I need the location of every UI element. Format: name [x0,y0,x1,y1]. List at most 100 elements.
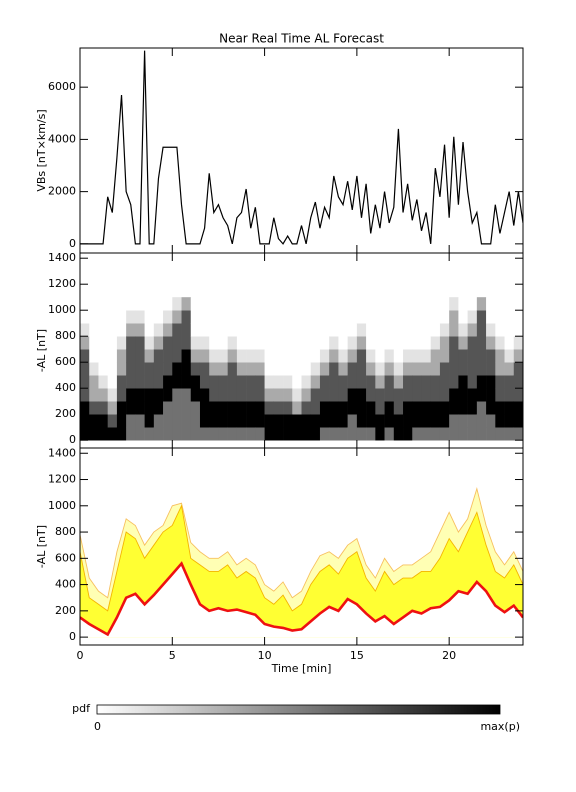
heat-cell [449,349,459,363]
heat-cell [412,336,422,350]
heat-cell [283,401,293,415]
heat-cell [329,414,339,428]
heat-cell [366,414,376,428]
heat-cell [126,375,136,389]
heat-cell [347,427,358,441]
heat-cell [273,336,284,350]
x-tick-label: 20 [442,649,456,662]
heat-cell [458,349,468,363]
heat-cell [458,310,468,324]
heat-cell [218,362,228,376]
heat-cell [458,401,468,415]
heat-cell [393,401,404,415]
heat-cell [209,336,219,350]
heat-cell [319,362,330,376]
heat-cell [430,336,441,350]
heat-cell [218,375,228,389]
heat-cell [403,349,413,363]
heat-cell [338,336,348,350]
heat-cell [163,414,173,428]
y-tick-label: 6000 [48,80,76,93]
heat-cell [135,388,145,402]
heat-cell [301,362,312,376]
heat-cell [449,427,459,441]
heat-cell [181,323,192,337]
heat-cell [329,297,339,311]
heat-cell [338,375,348,389]
heat-cell [319,401,330,415]
heat-cell [135,401,145,415]
heat-cell [181,375,192,389]
heat-cell [476,336,487,350]
heat-cell [439,297,450,311]
plot-area [80,50,523,245]
heat-cell [338,297,348,311]
heat-cell [153,375,164,389]
heat-cell [199,297,210,311]
heat-cell [98,388,108,402]
heat-cell [504,349,515,363]
heat-cell [513,349,523,363]
heat-cell [190,401,201,415]
heat-cell [347,297,358,311]
heat-cell [412,362,422,376]
heat-cell [144,323,155,337]
heat-cell [384,336,395,350]
heat-cell [366,375,376,389]
heat-cell [144,362,155,376]
heat-cell [366,362,376,376]
heat-cell [144,310,155,324]
heat-cell [476,297,487,311]
heat-cell [513,427,523,441]
heat-cell [89,310,99,324]
heat-cell [301,375,312,389]
heat-cell [246,375,256,389]
heat-cell [439,414,450,428]
heat-cell [504,310,515,324]
heat-cell [458,336,468,350]
heat-cell [495,323,505,337]
heat-cell [89,414,99,428]
heat-cell [384,297,395,311]
heat-cell [495,362,505,376]
heat-cell [439,388,450,402]
heat-cell [356,414,367,428]
y-tick-label: 4000 [48,132,76,145]
heat-cell [236,310,247,324]
heat-cell [430,388,441,402]
heat-cell [126,310,136,324]
heat-cell [356,388,367,402]
heat-cell [227,336,238,350]
heat-cell [135,349,145,363]
heat-cell [283,375,293,389]
heat-cell [236,362,247,376]
heat-cell [375,349,385,363]
heat-cell [458,427,468,441]
heat-cell [199,349,210,363]
y-tick-label: 2000 [48,185,76,198]
heat-cell [301,336,312,350]
heat-cell [403,414,413,428]
heat-cell [504,388,515,402]
heat-cell [476,349,487,363]
y-tick-label: 0 [69,237,76,250]
heat-cell [319,349,330,363]
heat-cell [458,375,468,389]
heat-cell [366,388,376,402]
y-tick-label: 600 [55,551,76,564]
heat-cell [301,323,312,337]
heat-cell [375,401,385,415]
heat-cell [273,388,284,402]
heat-cell [319,297,330,311]
heat-cell [264,388,275,402]
heat-cell [495,427,505,441]
heat-cell [486,323,496,337]
heat-cell [393,323,404,337]
heat-cell [80,349,90,363]
heat-cell [89,336,99,350]
heat-cell [153,323,164,337]
heat-cell [236,297,247,311]
heat-cell [495,375,505,389]
heat-cell [292,401,302,415]
heat-cell [227,310,238,324]
